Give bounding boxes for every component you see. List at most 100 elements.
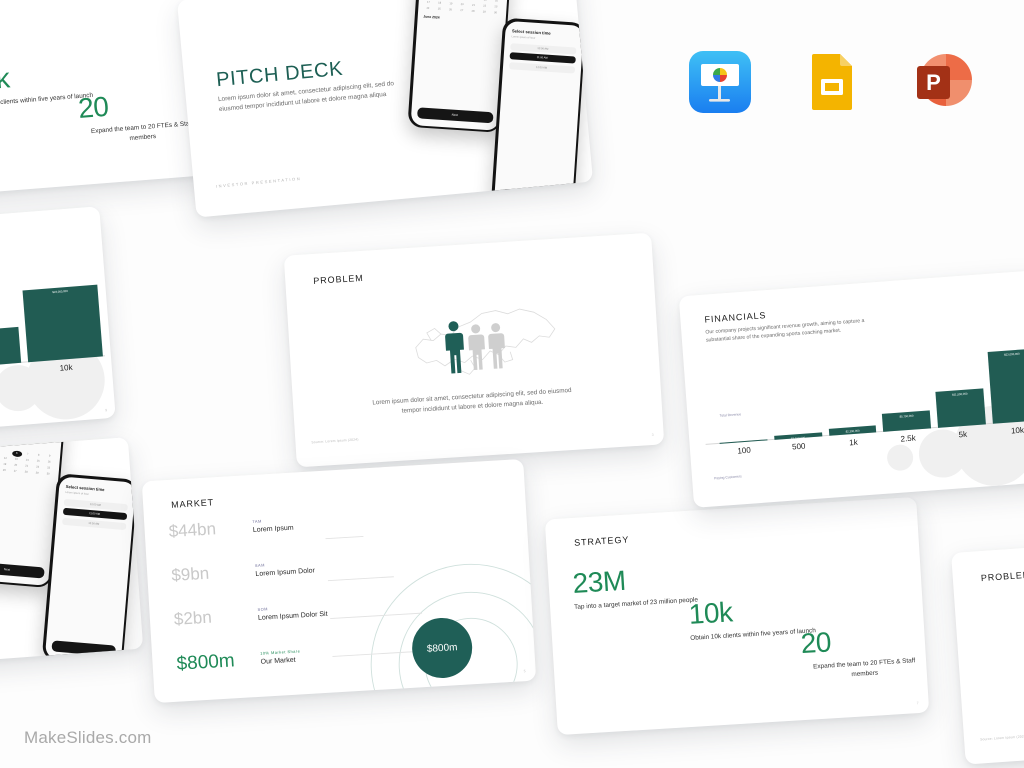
phone-next-button[interactable]: Next [416,106,494,123]
phone-mockup-time: Select session time Lorem ipsum of hour … [41,473,139,667]
slide-title: MARKET [170,497,215,510]
chart-bar-value-label: $11,500,000 [952,391,968,397]
market-value: $2bn [173,607,213,629]
chart-bar-value-label: $2,300,000 [845,428,860,434]
strategy-stat-number: 10k [687,596,734,630]
chart-x-axis-label: Paying Customers [713,473,742,480]
pitch-deck-footer: INVESTOR PRESENTATION [215,175,302,189]
chart-x-tick: 1k [848,437,859,448]
strategy-stat-2: 20 Expand the team to 20 FTEs & Staff me… [800,623,927,683]
slide-page-number: 3 [651,432,654,438]
phone-next-button[interactable]: Next [0,560,45,578]
chart-bar: $230,000 [719,439,768,448]
phone-screen: Select start session date Lorem ipsum co… [410,0,510,131]
market-label: Our Market [260,656,296,666]
phone-screen: Select session time Lorem ipsum of hour … [44,475,136,664]
market-value: $9bn [170,563,210,585]
slide-page-number: 7 [916,701,919,706]
person-muted [488,323,505,369]
slide-card-market[interactable]: MARKET $44bn TAM Lorem Ipsum $9bn SAM Lo… [141,458,537,704]
strategy-stat-number: 23M [571,564,627,599]
market-label: Lorem Ipsum [252,524,294,535]
chart-bar: $11,500,000 [935,388,987,428]
chart-bar-column: $2,300,000 [824,361,877,436]
strategy-stat-text: Expand the team to 20 FTEs & Staff membe… [90,120,194,143]
strategy-stat-number: 20 [799,626,832,660]
chart-bar-column: $23,000,000 [987,348,1024,424]
people-pictogram-group [442,316,511,376]
calendar-weekdays: SMTWTFS [0,437,61,440]
chart-bar: $23,000,000 [987,348,1024,424]
svg-text:P: P [926,70,941,95]
phone-screen: Select session time Lorem ipsum of hour … [493,20,584,212]
slide-card-pitch-cropped-left[interactable]: Select start session date Lorem ipsum co… [0,437,144,675]
slide-title: STRATEGY [573,534,630,548]
market-label: Lorem Ipsum Dolor [255,567,316,578]
time-option-3[interactable]: 12:00 AM [508,61,575,73]
slide-card-problem[interactable]: PROBLEM [283,232,665,468]
site-watermark: MakeSlides.com [24,728,152,747]
strategy-stat-1: 10k Obtain 10k clients within five years… [688,593,816,644]
person-highlighted [445,321,464,374]
chart-bar: $5,750,000 [882,410,932,432]
calendar-prev-days: 28 29 30 [27,438,53,444]
slide-page-number: 9 [105,408,108,413]
chart-bar-column: $5,750,000 [878,357,932,432]
keynote-icon[interactable] [688,50,752,114]
powerpoint-icon[interactable]: P [912,50,976,114]
phone-mockup-time: Select session time Lorem ipsum of hour … [490,17,587,214]
slide-card-problem-cropped-right[interactable]: PROBLEM Source: Lorem Ipsum (2024) [951,527,1024,765]
slide-source-note: Source: Lorem Ipsum (2024) [979,734,1024,742]
slide-card-pitch-deck[interactable]: PITCH DECK Lorem ipsum dolor sit amet, c… [176,0,594,218]
market-tag: SOM [257,606,269,612]
slide-card-strategy-cropped-left[interactable]: STRATEGY 23M Tap into a target market of… [0,0,208,205]
problem-body-text: Lorem ipsum dolor sit amet, consectetur … [372,386,572,415]
slide-page-number: 5 [523,669,526,674]
financials-bar-chart: Total Revenue Paying Customers $230,000 $… [700,346,1024,489]
market-label: Lorem Ipsum Dolor Sit [257,610,328,622]
market-tag: SAM [254,562,265,568]
chart-bar-column: $1,150,000 [769,365,823,441]
chart-bar-column: $11,500,000 [0,291,21,369]
chart-x-tick: 5k [958,429,968,440]
strategy-stat-text: Tap into a target market of 23 million p… [573,596,699,611]
chart-bar-value-label: $23,000,000 [52,288,68,295]
chart-x-tick: 10k [1010,425,1024,436]
person-muted [468,324,485,371]
phone-next-button[interactable] [499,188,567,204]
market-tag: TAM [252,518,262,525]
market-tag: 10% Market Share [260,648,301,656]
chart-bar-value-label: $5,750,000 [899,413,914,419]
chart-x-tick: 500 [791,441,806,452]
slide-source-note: Source: Lorem Ipsum (2024) [311,437,359,445]
market-value: $44bn [168,519,217,541]
chart-bar: $1,150,000 [774,432,823,441]
chart-x-tick: 2.5k [900,433,917,444]
strategy-stat-number: 10k [0,62,11,97]
chart-bar: $2,300,000 [828,425,877,436]
strategy-stat-0: 23M Tap into a target market of 23 milli… [572,562,698,612]
chart-bar-column: $230,000 [714,369,768,448]
slide-card-financials[interactable]: FINANCIALS Our company projects signific… [678,270,1024,508]
chart-bar-column: $23,000,000 [22,284,103,363]
app-icon-row: P [688,42,988,122]
world-map-outline [395,290,568,386]
slide-title: FINANCIALS [704,310,767,325]
slide-title: PROBLEM [980,569,1024,584]
chart-bar: $11,500,000 [0,326,21,369]
chart-bar-column: $11,500,000 [933,352,987,428]
strategy-stat-text: Obtain 10k clients within five years of … [690,627,817,642]
financials-bar-chart: $2,300,000$5,750,000$11,500,000$23,000,0… [0,282,108,426]
chart-x-tick: 100 [737,445,752,456]
chart-bar: $23,000,000 [22,284,103,363]
slide-card-strategy[interactable]: STRATEGY 23M Tap into a target market of… [544,496,930,736]
strategy-stat-number: 20 [77,90,110,124]
strategy-stat-text: Expand the team to 20 FTEs & Staff membe… [812,657,916,679]
phone-next-button[interactable] [50,639,116,657]
slide-title: PROBLEM [313,272,364,286]
slide-card-financials-cropped-left[interactable]: Our company projects significant revenue… [0,206,116,446]
chart-bar-value-label: $23,000,000 [1003,351,1020,357]
google-slides-icon[interactable] [800,50,864,114]
chart-bar-value-label: $11,500,000 [0,329,19,339]
